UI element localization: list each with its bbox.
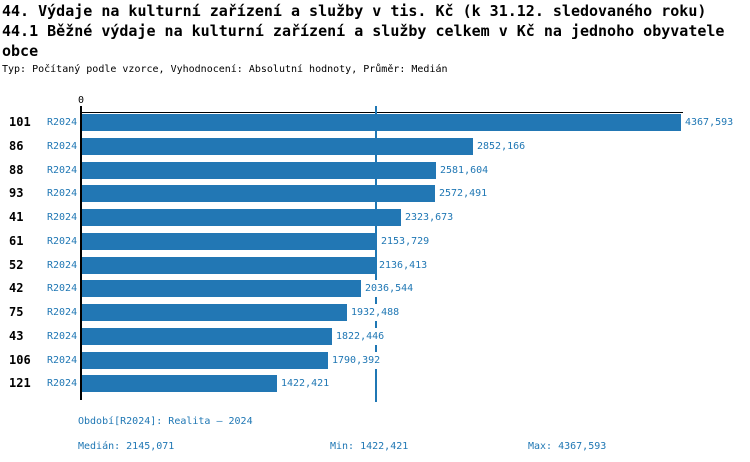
bar-value-label: 2136,413 <box>378 257 429 274</box>
bar-row: 41 R2024 2323,673 <box>0 209 750 226</box>
bar-value-label: 2323,673 <box>404 209 455 226</box>
bar <box>82 114 681 131</box>
row-period-label: R2024 <box>47 283 78 294</box>
row-category-label: 41 <box>9 210 24 224</box>
row-period-label: R2024 <box>47 188 78 199</box>
row-category-label: 106 <box>9 353 31 367</box>
row-period-label: R2024 <box>47 260 78 271</box>
bar-value-label: 4367,593 <box>684 114 735 131</box>
bar <box>82 280 361 297</box>
period-caption: Období[R2024]: Realita – 2024 <box>78 416 253 427</box>
bar-row: 75 R2024 1932,488 <box>0 304 750 321</box>
bar-row: 93 R2024 2572,491 <box>0 185 750 202</box>
bar-row: 43 R2024 1822,446 <box>0 328 750 345</box>
bar-row: 42 R2024 2036,544 <box>0 280 750 297</box>
row-period-label: R2024 <box>47 117 78 128</box>
bar <box>82 352 328 369</box>
row-period-label: R2024 <box>47 165 78 176</box>
row-category-label: 93 <box>9 186 24 200</box>
category-axis-line <box>80 106 82 400</box>
min-stat: Min: 1422,421 <box>330 441 409 452</box>
row-period-label: R2024 <box>47 355 78 366</box>
row-period-label: R2024 <box>47 331 78 342</box>
axis-zero-tick-label: 0 <box>77 95 85 106</box>
bar-row: 86 R2024 2852,166 <box>0 138 750 155</box>
median-line <box>375 106 377 402</box>
row-period-label: R2024 <box>47 378 78 389</box>
bar-row: 52 R2024 2136,413 <box>0 257 750 274</box>
median-stat: Medián: 2145,071 <box>78 441 175 452</box>
bar-row: 106 R2024 1790,392 <box>0 352 750 369</box>
report-title-line3: obce <box>2 42 39 60</box>
bar <box>82 162 436 179</box>
report-meta: Typ: Počítaný podle vzorce, Vyhodnocení:… <box>2 64 448 75</box>
row-period-label: R2024 <box>47 236 78 247</box>
bar-row: 101 R2024 4367,593 <box>0 114 750 131</box>
bar <box>82 257 375 274</box>
row-category-label: 101 <box>9 115 31 129</box>
bar <box>82 233 377 250</box>
bar-row: 88 R2024 2581,604 <box>0 162 750 179</box>
row-category-label: 75 <box>9 305 24 319</box>
bar-value-label: 1790,392 <box>331 352 382 369</box>
bar <box>82 209 401 226</box>
row-category-label: 43 <box>9 329 24 343</box>
bar-row: 121 R2024 1422,421 <box>0 375 750 392</box>
bar-value-label: 2153,729 <box>380 233 431 250</box>
bar-value-label: 1822,446 <box>335 328 386 345</box>
bar <box>82 328 332 345</box>
bar <box>82 304 347 321</box>
row-category-label: 88 <box>9 163 24 177</box>
max-stat: Max: 4367,593 <box>528 441 607 452</box>
row-category-label: 61 <box>9 234 24 248</box>
row-period-label: R2024 <box>47 141 78 152</box>
row-period-label: R2024 <box>47 212 78 223</box>
row-period-label: R2024 <box>47 307 78 318</box>
bar-row: 61 R2024 2153,729 <box>0 233 750 250</box>
row-category-label: 52 <box>9 258 24 272</box>
bar-value-label: 2852,166 <box>476 138 527 155</box>
bar-value-label: 2581,604 <box>439 162 490 179</box>
bar <box>82 185 435 202</box>
bar-value-label: 2036,544 <box>364 280 415 297</box>
report-title-line1: 44. Výdaje na kulturní zařízení a služby… <box>2 2 707 20</box>
bar-value-label: 2572,491 <box>438 185 489 202</box>
bar-value-label: 1932,488 <box>350 304 401 321</box>
bar <box>82 375 277 392</box>
row-category-label: 42 <box>9 281 24 295</box>
row-category-label: 86 <box>9 139 24 153</box>
report-title-line2: 44.1 Běžné výdaje na kulturní zařízení a… <box>2 22 725 40</box>
bar-value-label: 1422,421 <box>280 375 331 392</box>
row-category-label: 121 <box>9 376 31 390</box>
bar <box>82 138 473 155</box>
value-axis-line <box>80 112 683 113</box>
